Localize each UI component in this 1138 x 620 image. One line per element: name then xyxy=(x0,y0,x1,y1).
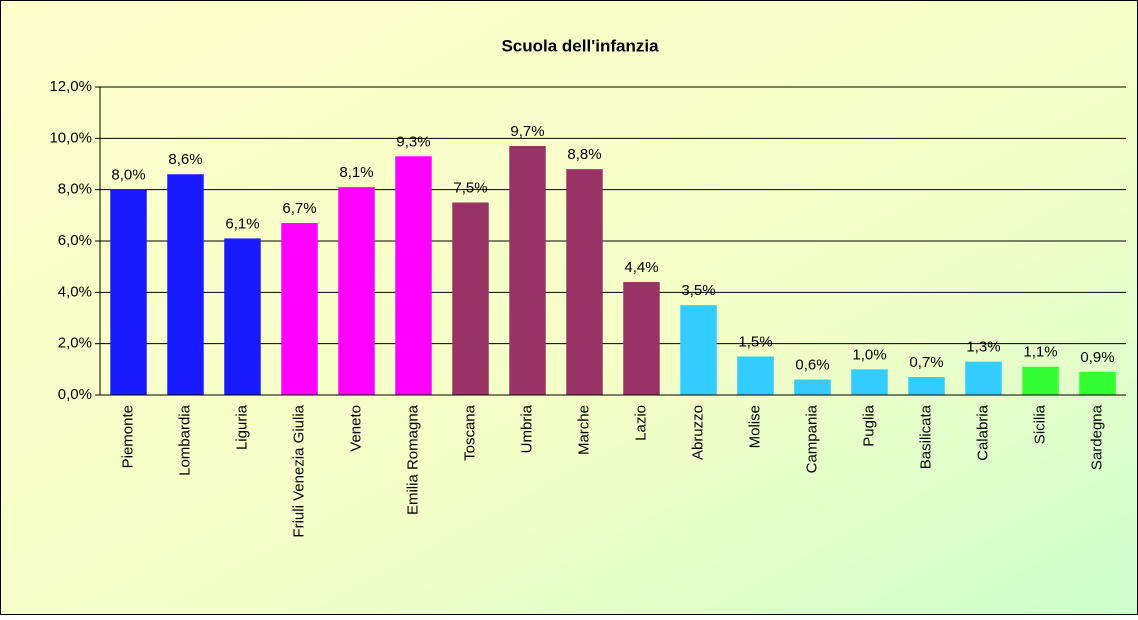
bar xyxy=(851,369,888,395)
data-label: 6,7% xyxy=(282,200,316,217)
x-tick-label: Calabria xyxy=(974,404,991,461)
y-tick-label: 8,0% xyxy=(58,181,92,198)
bar xyxy=(566,169,603,395)
bar xyxy=(224,238,261,395)
data-label: 4,4% xyxy=(624,259,658,276)
data-label: 0,6% xyxy=(795,357,829,374)
bar xyxy=(965,361,1002,395)
data-label: 1,3% xyxy=(966,339,1000,356)
x-tick-label: Liguria xyxy=(233,404,250,450)
chart-title: Scuola dell'infanzia xyxy=(501,36,659,55)
bar xyxy=(1079,371,1116,395)
data-label: 9,7% xyxy=(510,123,544,140)
x-tick-label: Marche xyxy=(575,405,592,455)
y-tick-label: 10,0% xyxy=(49,129,92,146)
bar xyxy=(452,202,489,395)
x-tick-label: Campania xyxy=(803,404,820,473)
bar xyxy=(908,377,945,395)
data-label: 8,0% xyxy=(111,167,145,184)
y-tick-label: 4,0% xyxy=(58,283,92,300)
bar xyxy=(110,189,147,395)
data-label: 6,1% xyxy=(225,215,259,232)
data-label: 8,1% xyxy=(339,164,373,181)
bar xyxy=(737,356,774,395)
data-label: 1,0% xyxy=(852,346,886,363)
bar xyxy=(338,187,375,395)
x-tick-label: Abruzzo xyxy=(689,405,706,460)
data-label: 7,5% xyxy=(453,179,487,196)
x-tick-label: Lazio xyxy=(632,405,649,441)
bar xyxy=(794,379,831,395)
data-label: 3,5% xyxy=(681,282,715,299)
x-tick-label: Veneto xyxy=(347,405,364,452)
x-tick-label: Lombardia xyxy=(176,404,193,476)
x-tick-label: Sicilia xyxy=(1031,404,1048,444)
data-label: 0,7% xyxy=(909,354,943,371)
x-tick-label: Basilicata xyxy=(917,404,934,469)
bar xyxy=(680,305,717,395)
bar xyxy=(281,223,318,395)
data-label: 0,9% xyxy=(1080,349,1114,366)
y-tick-label: 12,0% xyxy=(49,78,92,95)
data-label: 9,3% xyxy=(396,133,430,150)
x-tick-label: Sardegna xyxy=(1088,404,1105,470)
data-label: 1,5% xyxy=(738,333,772,350)
y-tick-label: 2,0% xyxy=(58,335,92,352)
x-tick-label: Toscana xyxy=(461,404,478,461)
x-tick-label: Molise xyxy=(746,405,763,448)
y-tick-label: 6,0% xyxy=(58,232,92,249)
bar xyxy=(395,156,432,395)
data-label: 1,1% xyxy=(1023,344,1057,361)
x-tick-label: Emilia Romagna xyxy=(404,404,421,515)
bar xyxy=(1022,366,1059,395)
bar xyxy=(509,146,546,395)
bar xyxy=(167,174,204,395)
data-label: 8,6% xyxy=(168,151,202,168)
data-label: 8,8% xyxy=(567,146,601,163)
x-tick-label: Piemonte xyxy=(119,405,136,468)
x-tick-label: Friuli Venezia Giulia xyxy=(290,404,307,537)
bar xyxy=(623,282,660,395)
x-tick-label: Puglia xyxy=(860,404,877,446)
x-tick-label: Umbria xyxy=(518,404,535,453)
y-tick-label: 0,0% xyxy=(58,386,92,403)
